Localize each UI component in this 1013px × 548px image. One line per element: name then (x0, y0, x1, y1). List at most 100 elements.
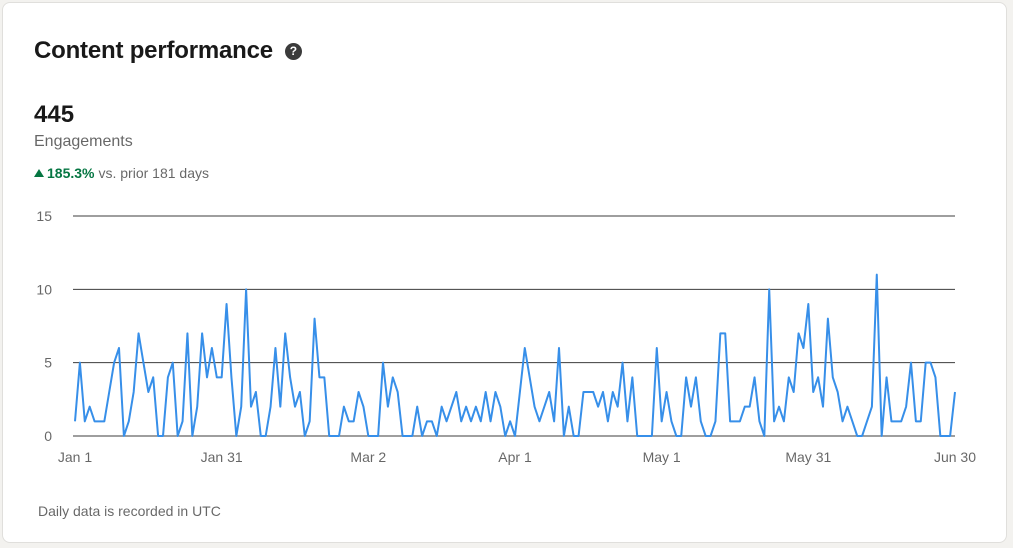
data-point[interactable] (381, 360, 386, 365)
data-point[interactable] (708, 434, 713, 439)
data-point[interactable] (439, 404, 444, 409)
data-point[interactable] (884, 375, 889, 380)
data-point[interactable] (112, 360, 117, 365)
data-point[interactable] (542, 404, 547, 409)
data-point[interactable] (948, 434, 953, 439)
data-point[interactable] (454, 390, 459, 395)
data-point[interactable] (395, 390, 400, 395)
data-point[interactable] (640, 434, 645, 439)
data-point[interactable] (527, 375, 532, 380)
data-point[interactable] (371, 434, 376, 439)
data-point[interactable] (444, 419, 449, 424)
data-point[interactable] (77, 360, 82, 365)
data-point[interactable] (97, 419, 102, 424)
data-point[interactable] (581, 390, 586, 395)
data-point[interactable] (698, 419, 703, 424)
data-point[interactable] (904, 404, 909, 409)
data-point[interactable] (141, 360, 146, 365)
data-point[interactable] (498, 404, 503, 409)
data-point[interactable] (772, 419, 777, 424)
data-point[interactable] (913, 419, 918, 424)
data-point[interactable] (659, 419, 664, 424)
data-point[interactable] (185, 331, 190, 336)
data-point[interactable] (752, 375, 757, 380)
data-point[interactable] (200, 331, 205, 336)
data-point[interactable] (747, 404, 752, 409)
data-point[interactable] (576, 434, 581, 439)
data-point[interactable] (356, 390, 361, 395)
data-point[interactable] (757, 419, 762, 424)
data-point[interactable] (933, 375, 938, 380)
data-point[interactable] (244, 287, 249, 292)
data-point[interactable] (928, 360, 933, 365)
data-point[interactable] (483, 390, 488, 395)
data-point[interactable] (894, 419, 899, 424)
data-point[interactable] (943, 434, 948, 439)
data-point[interactable] (273, 346, 278, 351)
data-point[interactable] (586, 390, 591, 395)
data-point[interactable] (337, 434, 342, 439)
data-point[interactable] (811, 390, 816, 395)
data-point[interactable] (478, 419, 483, 424)
data-point[interactable] (728, 419, 733, 424)
data-point[interactable] (816, 375, 821, 380)
data-point[interactable] (557, 346, 562, 351)
data-point[interactable] (268, 404, 273, 409)
data-point[interactable] (341, 404, 346, 409)
data-point[interactable] (415, 404, 420, 409)
data-point[interactable] (346, 419, 351, 424)
data-point[interactable] (449, 404, 454, 409)
data-point[interactable] (165, 375, 170, 380)
data-point[interactable] (791, 390, 796, 395)
data-point[interactable] (239, 404, 244, 409)
data-point[interactable] (229, 375, 234, 380)
data-point[interactable] (845, 404, 850, 409)
data-point[interactable] (175, 434, 180, 439)
data-point[interactable] (307, 419, 312, 424)
data-point[interactable] (190, 434, 195, 439)
data-point[interactable] (102, 419, 107, 424)
data-point[interactable] (464, 404, 469, 409)
data-point[interactable] (425, 419, 430, 424)
data-point[interactable] (508, 419, 513, 424)
data-point[interactable] (351, 419, 356, 424)
data-point[interactable] (234, 434, 239, 439)
data-point[interactable] (684, 375, 689, 380)
data-point[interactable] (860, 434, 865, 439)
data-point[interactable] (293, 404, 298, 409)
data-point[interactable] (850, 419, 855, 424)
data-point[interactable] (405, 434, 410, 439)
data-point[interactable] (209, 346, 214, 351)
data-point[interactable] (253, 390, 258, 395)
data-point[interactable] (693, 375, 698, 380)
data-point[interactable] (625, 419, 630, 424)
data-point[interactable] (889, 419, 894, 424)
data-point[interactable] (874, 272, 879, 277)
data-point[interactable] (180, 419, 185, 424)
data-point[interactable] (151, 375, 156, 380)
data-point[interactable] (288, 375, 293, 380)
data-point[interactable] (121, 434, 126, 439)
data-point[interactable] (869, 404, 874, 409)
data-point[interactable] (645, 434, 650, 439)
data-point[interactable] (214, 375, 219, 380)
data-point[interactable] (610, 390, 615, 395)
data-point[interactable] (459, 419, 464, 424)
data-point[interactable] (547, 390, 552, 395)
data-point[interactable] (366, 434, 371, 439)
data-point[interactable] (488, 419, 493, 424)
data-point[interactable] (669, 419, 674, 424)
data-point[interactable] (821, 404, 826, 409)
data-point[interactable] (376, 434, 381, 439)
data-point[interactable] (136, 331, 141, 336)
data-point[interactable] (469, 419, 474, 424)
data-point[interactable] (674, 434, 679, 439)
data-point[interactable] (73, 419, 78, 424)
data-point[interactable] (840, 419, 845, 424)
data-point[interactable] (224, 302, 229, 307)
data-point[interactable] (131, 390, 136, 395)
data-point[interactable] (322, 375, 327, 380)
data-point[interactable] (835, 390, 840, 395)
data-point[interactable] (796, 331, 801, 336)
data-point[interactable] (87, 404, 92, 409)
